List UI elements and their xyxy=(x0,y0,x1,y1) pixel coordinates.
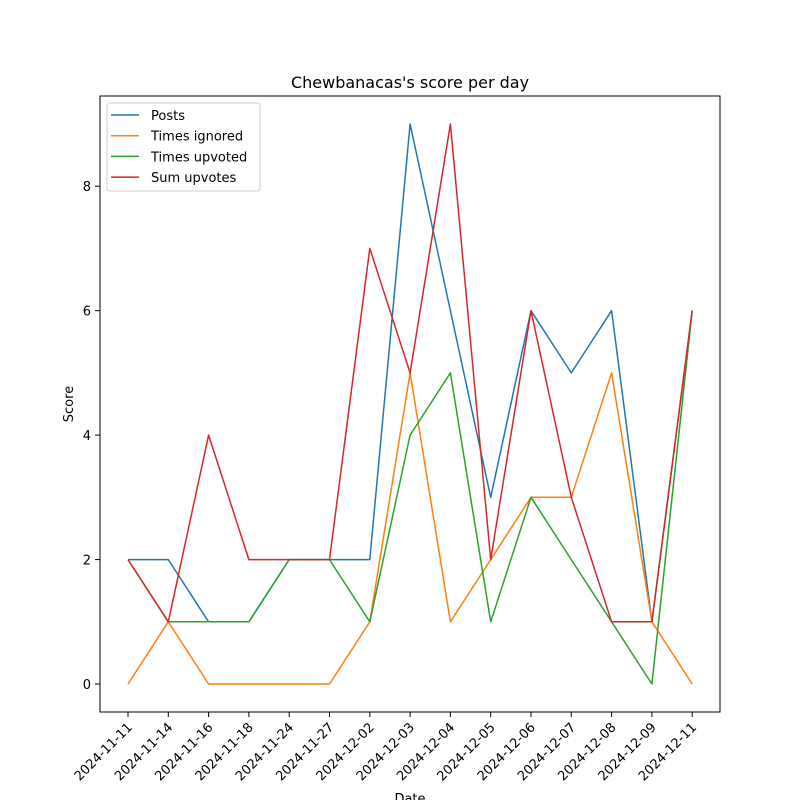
y-tick-label: 0 xyxy=(83,678,91,693)
plot-frame xyxy=(99,95,721,713)
series-layer xyxy=(127,123,693,685)
series-line-sum-upvotes xyxy=(127,123,693,623)
legend-label: Times ignored xyxy=(150,130,243,145)
legend-label: Times upvoted xyxy=(150,150,247,165)
x-axis-label: Date xyxy=(394,792,425,800)
y-axis-label: Score xyxy=(62,386,77,422)
chart-title: Chewbanacas's score per day xyxy=(291,73,529,92)
y-tick-label: 4 xyxy=(83,429,91,444)
legend: Posts Times ignored Times upvoted Sum upvot… xyxy=(106,102,261,192)
legend-label: Posts xyxy=(151,109,185,124)
y-tick-label: 6 xyxy=(83,305,91,320)
legend-box xyxy=(106,102,261,192)
y-tick-label: 8 xyxy=(83,180,91,195)
y-tick-label: 2 xyxy=(83,554,91,569)
series-line-times-upvoted xyxy=(127,310,693,685)
legend-label: Sum upvotes xyxy=(151,171,237,186)
